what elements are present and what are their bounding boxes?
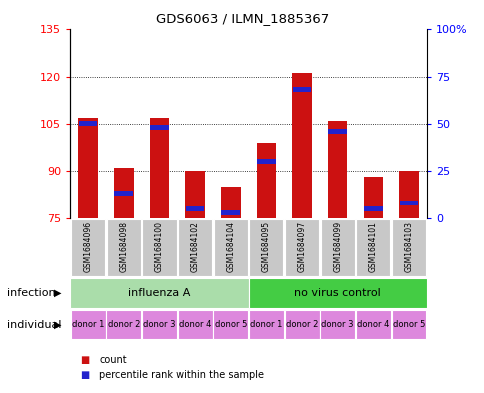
Bar bbox=[70, 279, 248, 308]
Text: percentile rank within the sample: percentile rank within the sample bbox=[99, 370, 264, 380]
Bar bbox=[248, 279, 426, 308]
Bar bbox=[114, 168, 133, 218]
Bar bbox=[319, 310, 354, 339]
Bar bbox=[71, 219, 105, 277]
Text: GSM1684097: GSM1684097 bbox=[297, 220, 306, 272]
Bar bbox=[284, 219, 318, 277]
Bar bbox=[284, 310, 319, 339]
Text: donor 2: donor 2 bbox=[107, 320, 140, 329]
Text: donor 3: donor 3 bbox=[321, 320, 353, 329]
Bar bbox=[213, 310, 248, 339]
Bar bbox=[320, 219, 354, 277]
Bar bbox=[106, 219, 141, 277]
Text: GSM1684104: GSM1684104 bbox=[226, 220, 235, 272]
Bar bbox=[391, 219, 425, 277]
Text: donor 4: donor 4 bbox=[179, 320, 211, 329]
Text: GSM1684098: GSM1684098 bbox=[119, 220, 128, 272]
Bar bbox=[213, 219, 247, 277]
Bar bbox=[142, 310, 177, 339]
Text: GSM1684103: GSM1684103 bbox=[404, 220, 413, 272]
Bar bbox=[257, 159, 275, 164]
Text: ▶: ▶ bbox=[53, 320, 61, 330]
Text: GSM1684099: GSM1684099 bbox=[333, 220, 342, 272]
Bar bbox=[150, 118, 169, 218]
Bar bbox=[177, 310, 212, 339]
Text: GSM1684095: GSM1684095 bbox=[261, 220, 271, 272]
Text: GDS6063 / ILMN_1885367: GDS6063 / ILMN_1885367 bbox=[155, 12, 329, 25]
Text: infection: infection bbox=[7, 288, 56, 298]
Bar bbox=[221, 210, 240, 215]
Text: donor 1: donor 1 bbox=[250, 320, 282, 329]
Bar bbox=[355, 310, 390, 339]
Bar bbox=[292, 73, 311, 218]
Bar bbox=[71, 310, 106, 339]
Text: ■: ■ bbox=[80, 370, 89, 380]
Text: count: count bbox=[99, 354, 127, 365]
Text: influenza A: influenza A bbox=[128, 288, 190, 298]
Text: no virus control: no virus control bbox=[294, 288, 380, 298]
Bar bbox=[248, 310, 283, 339]
Text: donor 5: donor 5 bbox=[214, 320, 246, 329]
Bar bbox=[398, 171, 418, 218]
Text: GSM1684100: GSM1684100 bbox=[154, 220, 164, 272]
Bar bbox=[79, 121, 97, 126]
Bar bbox=[142, 219, 176, 277]
Bar bbox=[78, 118, 98, 218]
Text: GSM1684096: GSM1684096 bbox=[83, 220, 92, 272]
Bar bbox=[328, 129, 346, 134]
Text: donor 3: donor 3 bbox=[143, 320, 175, 329]
Bar bbox=[106, 310, 141, 339]
Bar bbox=[221, 187, 240, 218]
Bar bbox=[185, 206, 204, 211]
Text: ▶: ▶ bbox=[53, 288, 61, 298]
Bar bbox=[391, 310, 425, 339]
Text: GSM1684101: GSM1684101 bbox=[368, 220, 377, 272]
Bar bbox=[327, 121, 347, 218]
Bar bbox=[185, 171, 204, 218]
Bar bbox=[292, 88, 311, 92]
Text: individual: individual bbox=[7, 320, 61, 330]
Bar bbox=[150, 125, 168, 130]
Bar bbox=[399, 201, 417, 206]
Text: donor 1: donor 1 bbox=[72, 320, 104, 329]
Bar bbox=[256, 143, 275, 218]
Bar bbox=[178, 219, 212, 277]
Text: ■: ■ bbox=[80, 354, 89, 365]
Bar bbox=[355, 219, 390, 277]
Bar bbox=[363, 206, 382, 211]
Text: GSM1684102: GSM1684102 bbox=[190, 220, 199, 272]
Text: donor 4: donor 4 bbox=[356, 320, 389, 329]
Bar bbox=[363, 177, 382, 218]
Text: donor 2: donor 2 bbox=[285, 320, 318, 329]
Text: donor 5: donor 5 bbox=[392, 320, 424, 329]
Bar bbox=[114, 191, 133, 196]
Bar bbox=[249, 219, 283, 277]
